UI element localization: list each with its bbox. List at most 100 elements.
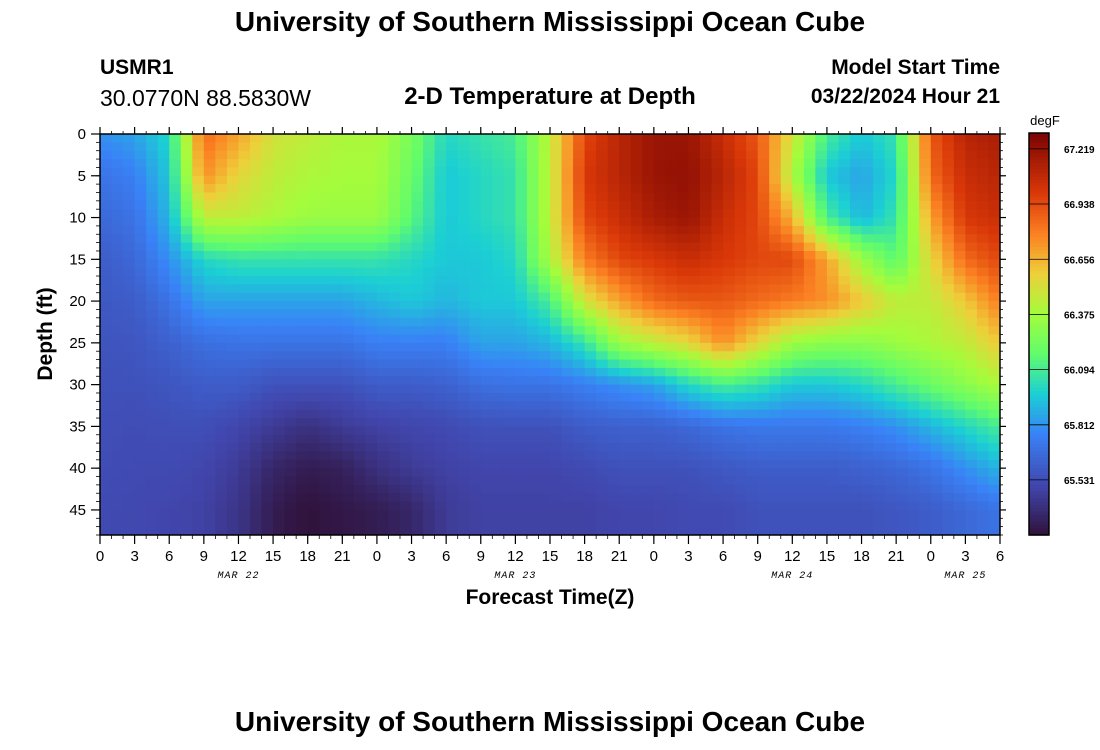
heatmap-cell <box>273 526 286 535</box>
heatmap-cell <box>803 376 816 386</box>
heatmap-cell <box>896 276 909 285</box>
heatmap-cell <box>676 276 690 285</box>
heatmap-cell <box>619 142 632 152</box>
heatmap-cell <box>919 384 932 394</box>
heatmap-cell <box>330 209 343 219</box>
colorbar-band <box>1029 511 1049 516</box>
heatmap-cell <box>838 134 851 143</box>
heatmap-cell <box>550 443 563 453</box>
heatmap-cell <box>215 359 228 369</box>
heatmap-cell <box>700 250 713 260</box>
heatmap-cell <box>850 468 863 478</box>
heatmap-cell <box>803 301 816 311</box>
heatmap-cell <box>792 134 805 143</box>
heatmap-cell <box>942 468 955 478</box>
heatmap-cell <box>538 150 551 160</box>
heatmap-cell <box>538 459 551 469</box>
heatmap-cell <box>596 468 609 478</box>
heatmap-cell <box>180 150 193 160</box>
heatmap-cell <box>665 451 678 461</box>
heatmap-cell <box>146 476 159 486</box>
heatmap-cell <box>700 159 713 169</box>
heatmap-cell <box>665 150 678 160</box>
heatmap-cell <box>734 276 747 285</box>
heatmap-cell <box>976 392 990 402</box>
heatmap-cell <box>907 259 920 269</box>
heatmap-cell <box>261 501 274 511</box>
heatmap-cell <box>688 384 701 394</box>
heatmap-cell <box>526 443 540 453</box>
heatmap-cell <box>850 142 863 152</box>
heatmap-cell <box>134 401 147 411</box>
heatmap-cell <box>400 443 413 453</box>
heatmap-cell <box>400 317 413 327</box>
heatmap-cell <box>584 142 597 152</box>
heatmap-cell <box>411 234 424 244</box>
heatmap-cell <box>596 484 609 494</box>
heatmap-cell <box>376 351 390 361</box>
heatmap-cell <box>250 284 263 294</box>
colorbar-band <box>1029 283 1049 288</box>
heatmap-cell <box>492 200 505 210</box>
heatmap-cell <box>838 509 851 519</box>
heatmap-cells <box>100 134 1000 535</box>
heatmap-cell <box>746 134 759 143</box>
heatmap-cell <box>734 284 747 294</box>
heatmap-cell <box>180 451 193 461</box>
heatmap-cell <box>676 184 690 194</box>
heatmap-cell <box>919 326 932 336</box>
heatmap-cell <box>446 484 459 494</box>
heatmap-cell <box>873 292 886 302</box>
heatmap-cell <box>619 209 632 219</box>
heatmap-cell <box>446 459 459 469</box>
heatmap-cell <box>688 259 701 269</box>
heatmap-cell <box>792 468 805 478</box>
colorbar-unit: degF <box>1030 113 1060 128</box>
heatmap-cell <box>353 159 366 169</box>
heatmap-cell <box>446 443 459 453</box>
heatmap-cell <box>884 259 897 269</box>
heatmap-cell <box>503 259 516 269</box>
heatmap-cell <box>469 292 482 302</box>
heatmap-cell <box>838 418 851 427</box>
x-tick-label: 6 <box>996 548 1004 565</box>
heatmap-cell <box>884 443 897 453</box>
heatmap-cell <box>111 468 124 478</box>
heatmap-cell <box>953 217 966 227</box>
heatmap-cell <box>203 242 216 252</box>
heatmap-cell <box>388 409 401 419</box>
heatmap-cell <box>838 200 851 210</box>
heatmap-cell <box>792 409 805 419</box>
heatmap-cell <box>388 476 401 486</box>
heatmap-cell <box>757 501 770 511</box>
heatmap-cell <box>169 326 182 336</box>
x-tick-label: 9 <box>754 548 762 565</box>
heatmap-cell <box>792 359 805 369</box>
heatmap-cell <box>746 175 759 185</box>
heatmap-cell <box>734 418 747 427</box>
heatmap-cell <box>434 317 447 327</box>
heatmap-cell <box>573 334 586 344</box>
heatmap-cell <box>965 259 978 269</box>
heatmap-cell <box>296 150 309 160</box>
heatmap-cell <box>688 184 701 194</box>
heatmap-cell <box>873 192 886 202</box>
heatmap-cell <box>134 501 147 511</box>
heatmap-cell <box>723 276 736 285</box>
heatmap-cell <box>619 284 632 294</box>
heatmap-cell <box>480 409 493 419</box>
heatmap-cell <box>653 493 666 503</box>
heatmap-cell <box>307 225 320 235</box>
heatmap-cell <box>526 192 540 202</box>
heatmap-cell <box>457 509 470 519</box>
heatmap-cell <box>203 376 216 386</box>
heatmap-cell <box>700 342 713 352</box>
heatmap-cell <box>700 418 713 427</box>
heatmap-cell <box>884 276 897 285</box>
heatmap-cell <box>723 501 736 511</box>
heatmap-cell <box>123 401 136 411</box>
heatmap-cell <box>538 509 551 519</box>
heatmap-cell <box>769 225 782 235</box>
heatmap-cell <box>676 301 690 311</box>
heatmap-cell <box>803 284 816 294</box>
